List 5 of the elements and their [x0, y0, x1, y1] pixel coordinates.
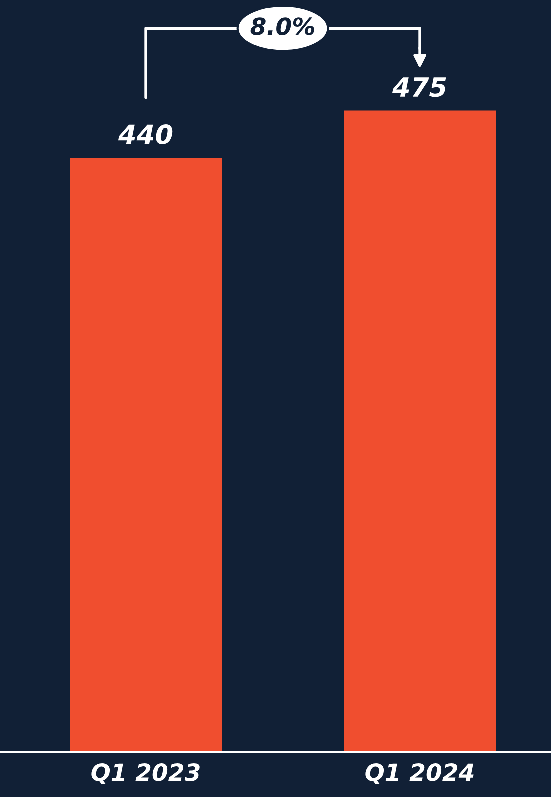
annotation: 8.0%	[250, 18, 314, 36]
x-tick-label: Q1 2023	[92, 764, 200, 784]
x-tick-label: Q1 2024	[366, 764, 474, 784]
data-label: 475	[392, 78, 446, 98]
data-label: 440	[118, 124, 173, 145]
